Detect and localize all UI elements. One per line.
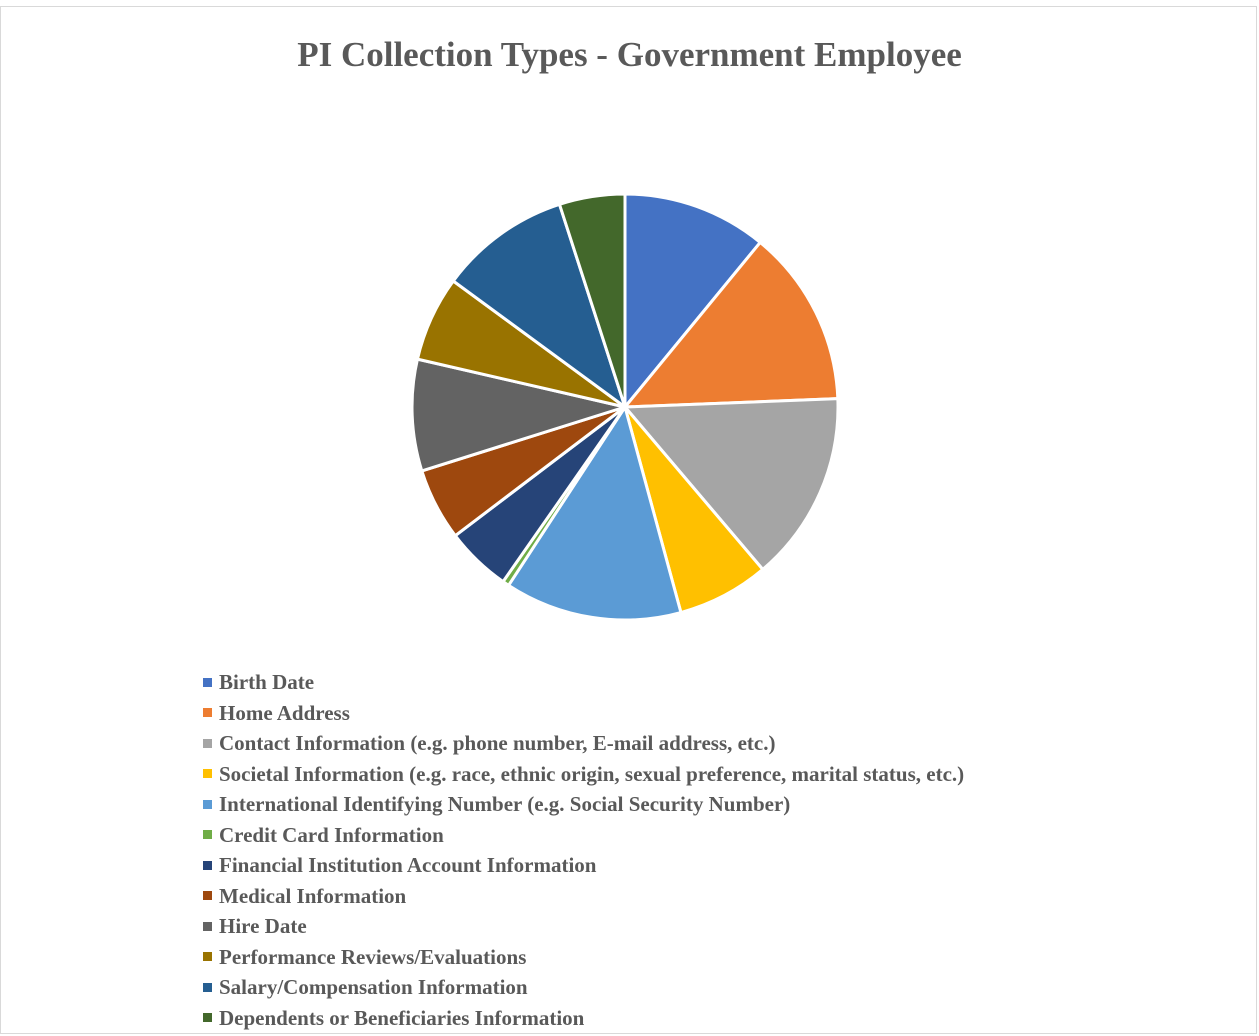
chart-title: PI Collection Types - Government Employe… xyxy=(297,35,962,74)
legend-swatch xyxy=(203,982,212,992)
legend-item: International Identifying Number (e.g. S… xyxy=(203,789,964,820)
pie-slice-11 xyxy=(451,202,627,409)
legend-swatch xyxy=(203,708,212,718)
legend-label: Performance Reviews/Evaluations xyxy=(219,944,527,969)
legend-swatch xyxy=(203,769,212,779)
legend-swatch xyxy=(203,891,212,901)
legend-swatch xyxy=(203,830,212,840)
legend-swatch xyxy=(203,952,212,962)
legend-swatch xyxy=(203,921,212,931)
legend-swatch xyxy=(203,738,212,748)
legend-item: Hire Date xyxy=(203,911,964,942)
legend-label: Contact Information (e.g. phone number, … xyxy=(219,731,776,756)
legend-label: Dependents or Beneficiaries Information xyxy=(219,1005,585,1030)
legend-item: Home Address xyxy=(203,698,964,729)
legend-item: Salary/Compensation Information xyxy=(203,972,964,1003)
legend-item: Financial Institution Account Informatio… xyxy=(203,850,964,881)
legend-item: Birth Date xyxy=(203,667,964,698)
legend-item: Performance Reviews/Evaluations xyxy=(203,942,964,973)
legend-label: Hire Date xyxy=(219,914,307,939)
legend-label: Financial Institution Account Informatio… xyxy=(219,853,597,878)
legend-item: Contact Information (e.g. phone number, … xyxy=(203,728,964,759)
pie-slice-1 xyxy=(623,192,762,409)
legend-swatch xyxy=(203,799,212,809)
legend-swatch xyxy=(203,860,212,870)
legend-label: Salary/Compensation Information xyxy=(219,975,528,1000)
legend-label: Societal Information (e.g. race, ethnic … xyxy=(219,761,965,786)
legend-swatch xyxy=(203,677,212,687)
pie-slice-9 xyxy=(410,357,627,473)
legend-label: Credit Card Information xyxy=(219,822,444,847)
legend-item: Medical Information xyxy=(203,881,964,912)
pie-slice-2 xyxy=(623,240,840,409)
legend-item: Credit Card Information xyxy=(203,820,964,851)
pie-slice-12 xyxy=(557,192,627,409)
legend-item: Societal Information (e.g. race, ethnic … xyxy=(203,759,964,790)
legend-label: Birth Date xyxy=(219,670,315,695)
pie-slice-3 xyxy=(623,397,840,571)
legend-label: Medical Information xyxy=(219,883,407,908)
pie-slice-5 xyxy=(507,405,683,622)
legend-label: Home Address xyxy=(219,700,350,725)
legend-swatch xyxy=(203,1013,212,1023)
legend-label: International Identifying Number (e.g. S… xyxy=(219,792,791,817)
legend-item: Dependents or Beneficiaries Information xyxy=(203,1003,964,1034)
chart-legend: Birth Date Home Address Contact Informatio… xyxy=(203,667,964,1033)
